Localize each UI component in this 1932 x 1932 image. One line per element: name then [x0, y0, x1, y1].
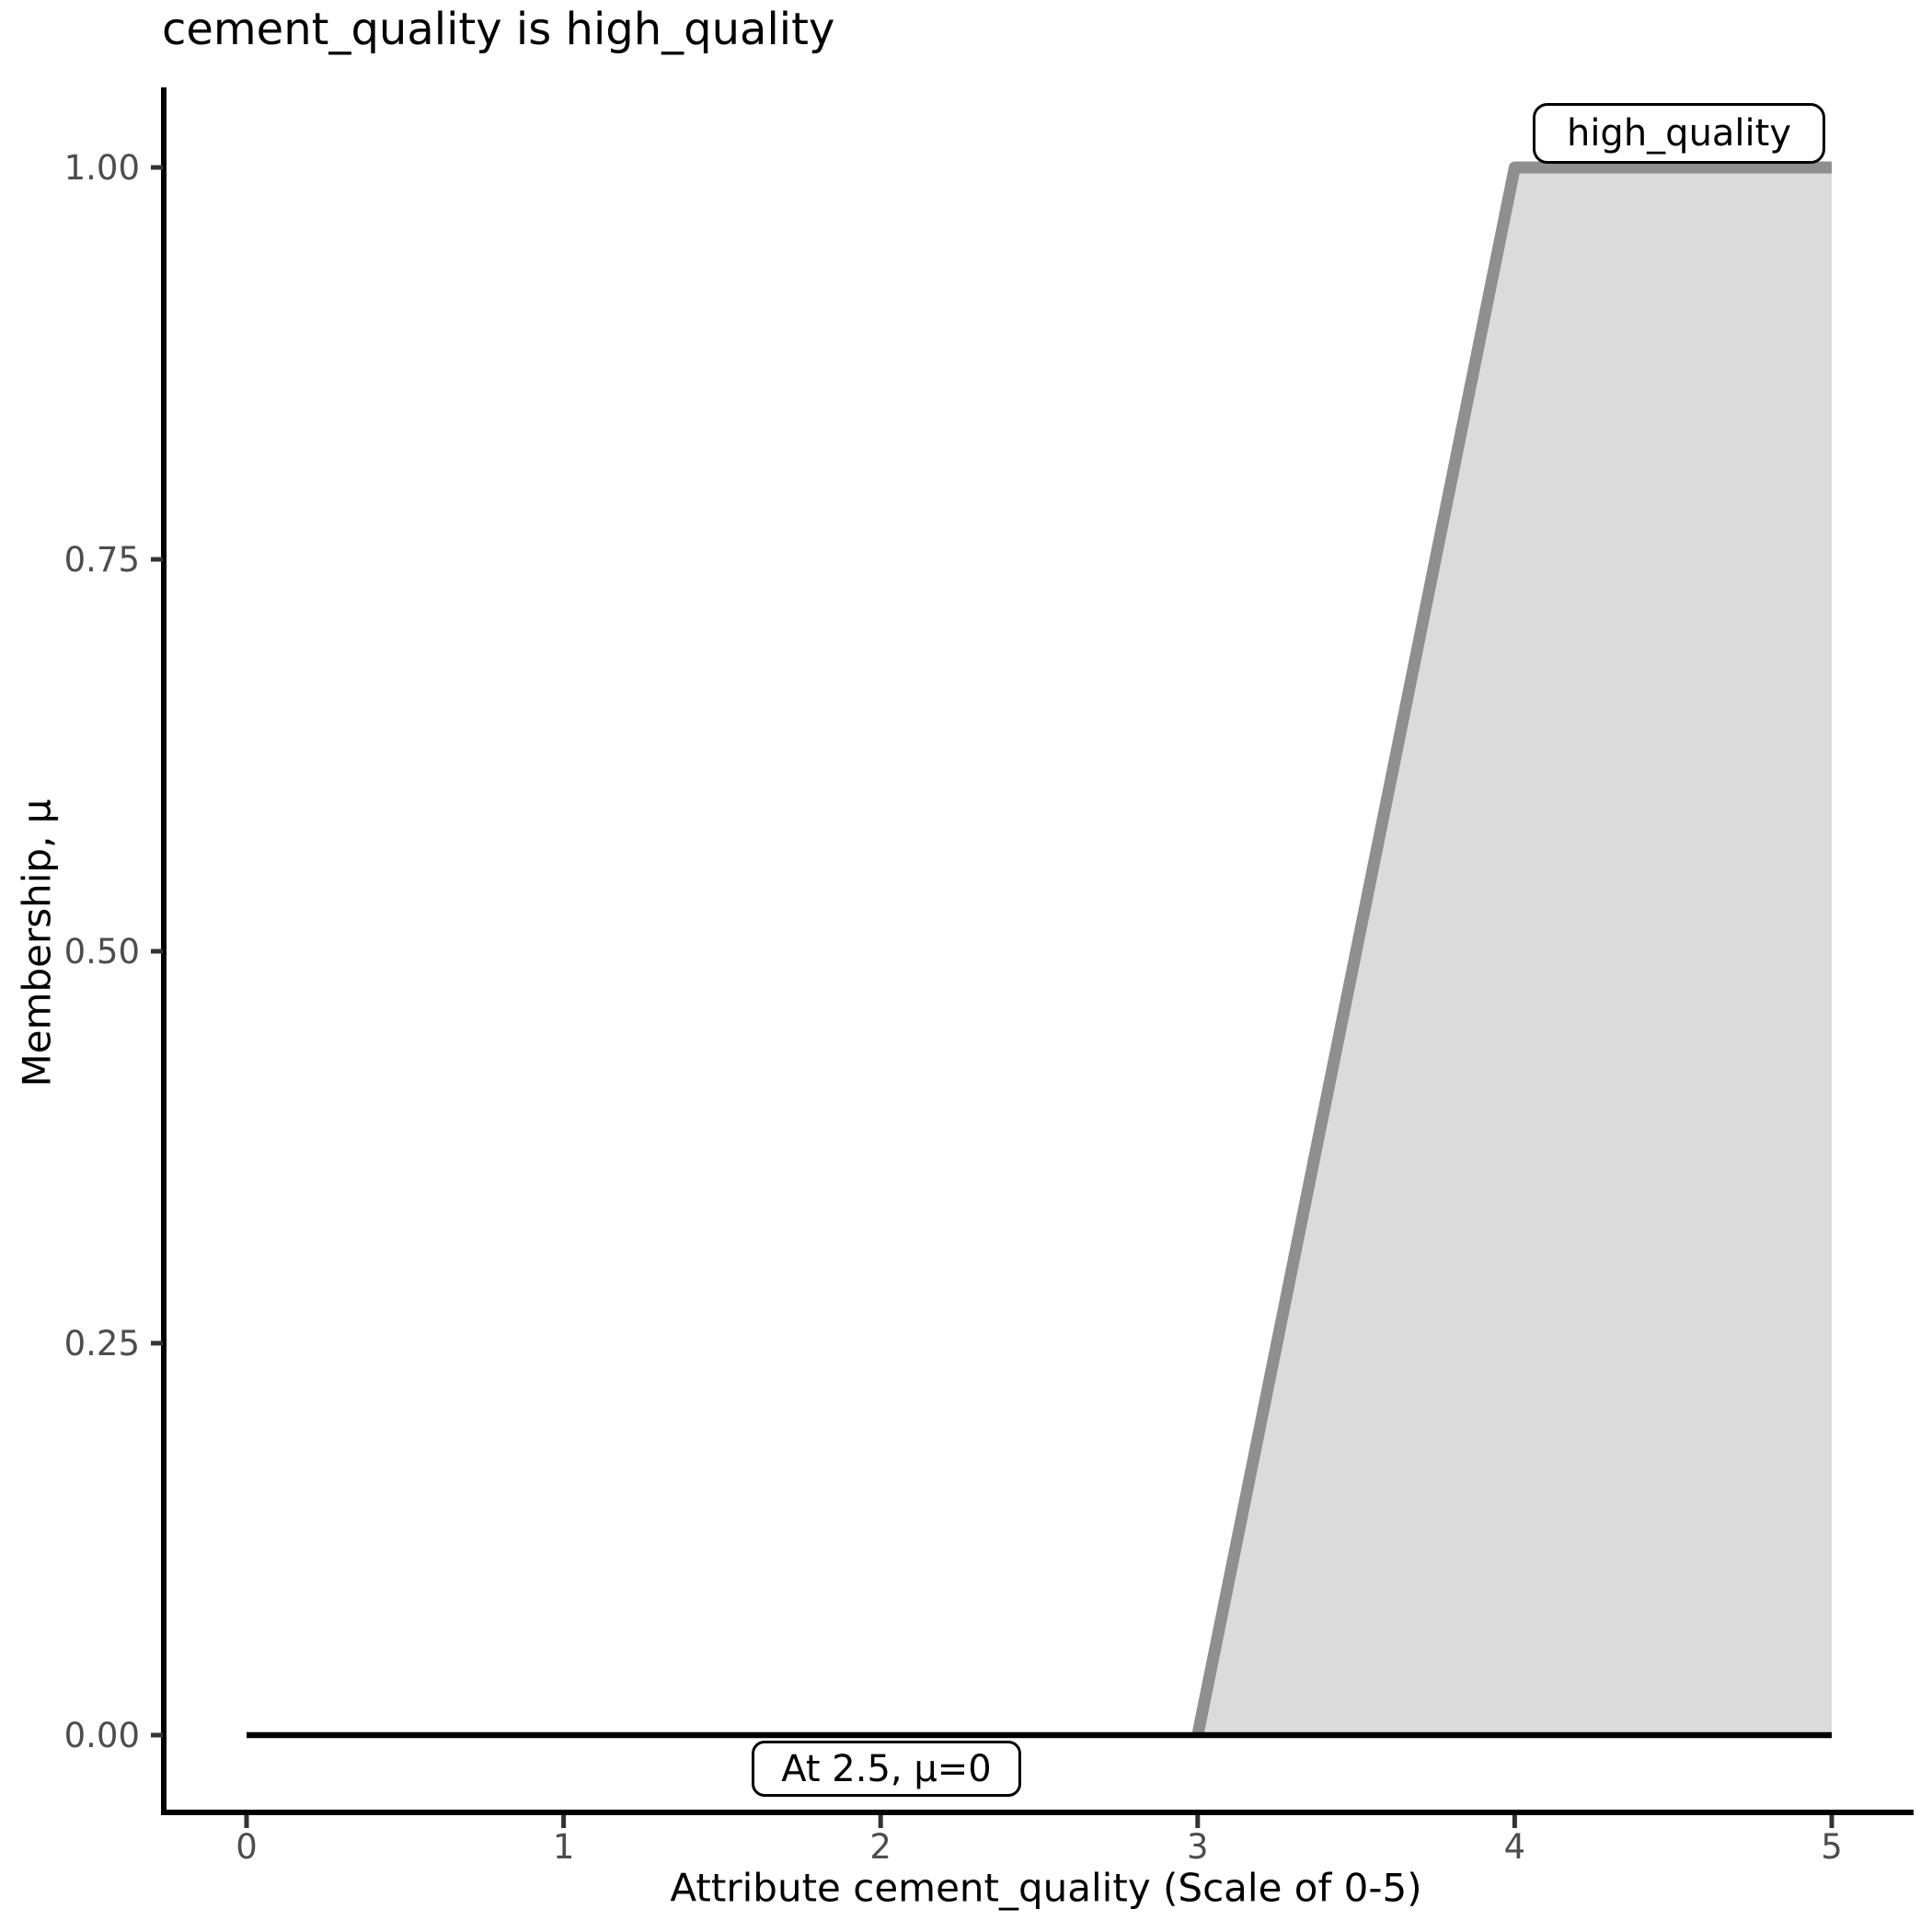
y-tick-label-0.25: 0.25: [64, 1324, 140, 1363]
annotation-at-2-5-mu-0: At 2.5, μ=0: [752, 1741, 1021, 1797]
x-axis-title: Attribute cement_quality (Scale of 0-5): [670, 1865, 1422, 1911]
y-tick-label-0.00: 0.00: [64, 1716, 140, 1755]
annotation-high-quality: high_quality: [1533, 103, 1825, 164]
y-tick-label-1.00: 1.00: [64, 148, 140, 188]
y-axis-title: Membership, μ: [14, 799, 60, 1087]
x-tick-label-3: 3: [1187, 1827, 1209, 1867]
series-fills: [1197, 167, 1832, 1735]
x-tick-label-5: 5: [1821, 1827, 1843, 1867]
axis-ticks: 0 1 2 3 4 5 0.00 0.25 0.50 0.75 1.00: [64, 148, 1843, 1867]
axes: [161, 87, 1914, 1815]
x-tick-label-1: 1: [553, 1827, 575, 1867]
series-lines: [247, 161, 1832, 1739]
y-tick-label-0.50: 0.50: [64, 932, 140, 972]
high_quality-fill: [1197, 167, 1832, 1735]
y-tick-label-0.75: 0.75: [64, 540, 140, 580]
x-tick-label-4: 4: [1504, 1827, 1526, 1867]
high_quality-line: [1191, 161, 1832, 1737]
x-tick-label-0: 0: [236, 1827, 258, 1867]
chart-title: cement_quality is high_quality: [162, 4, 835, 55]
x-tick-label-2: 2: [869, 1827, 891, 1867]
